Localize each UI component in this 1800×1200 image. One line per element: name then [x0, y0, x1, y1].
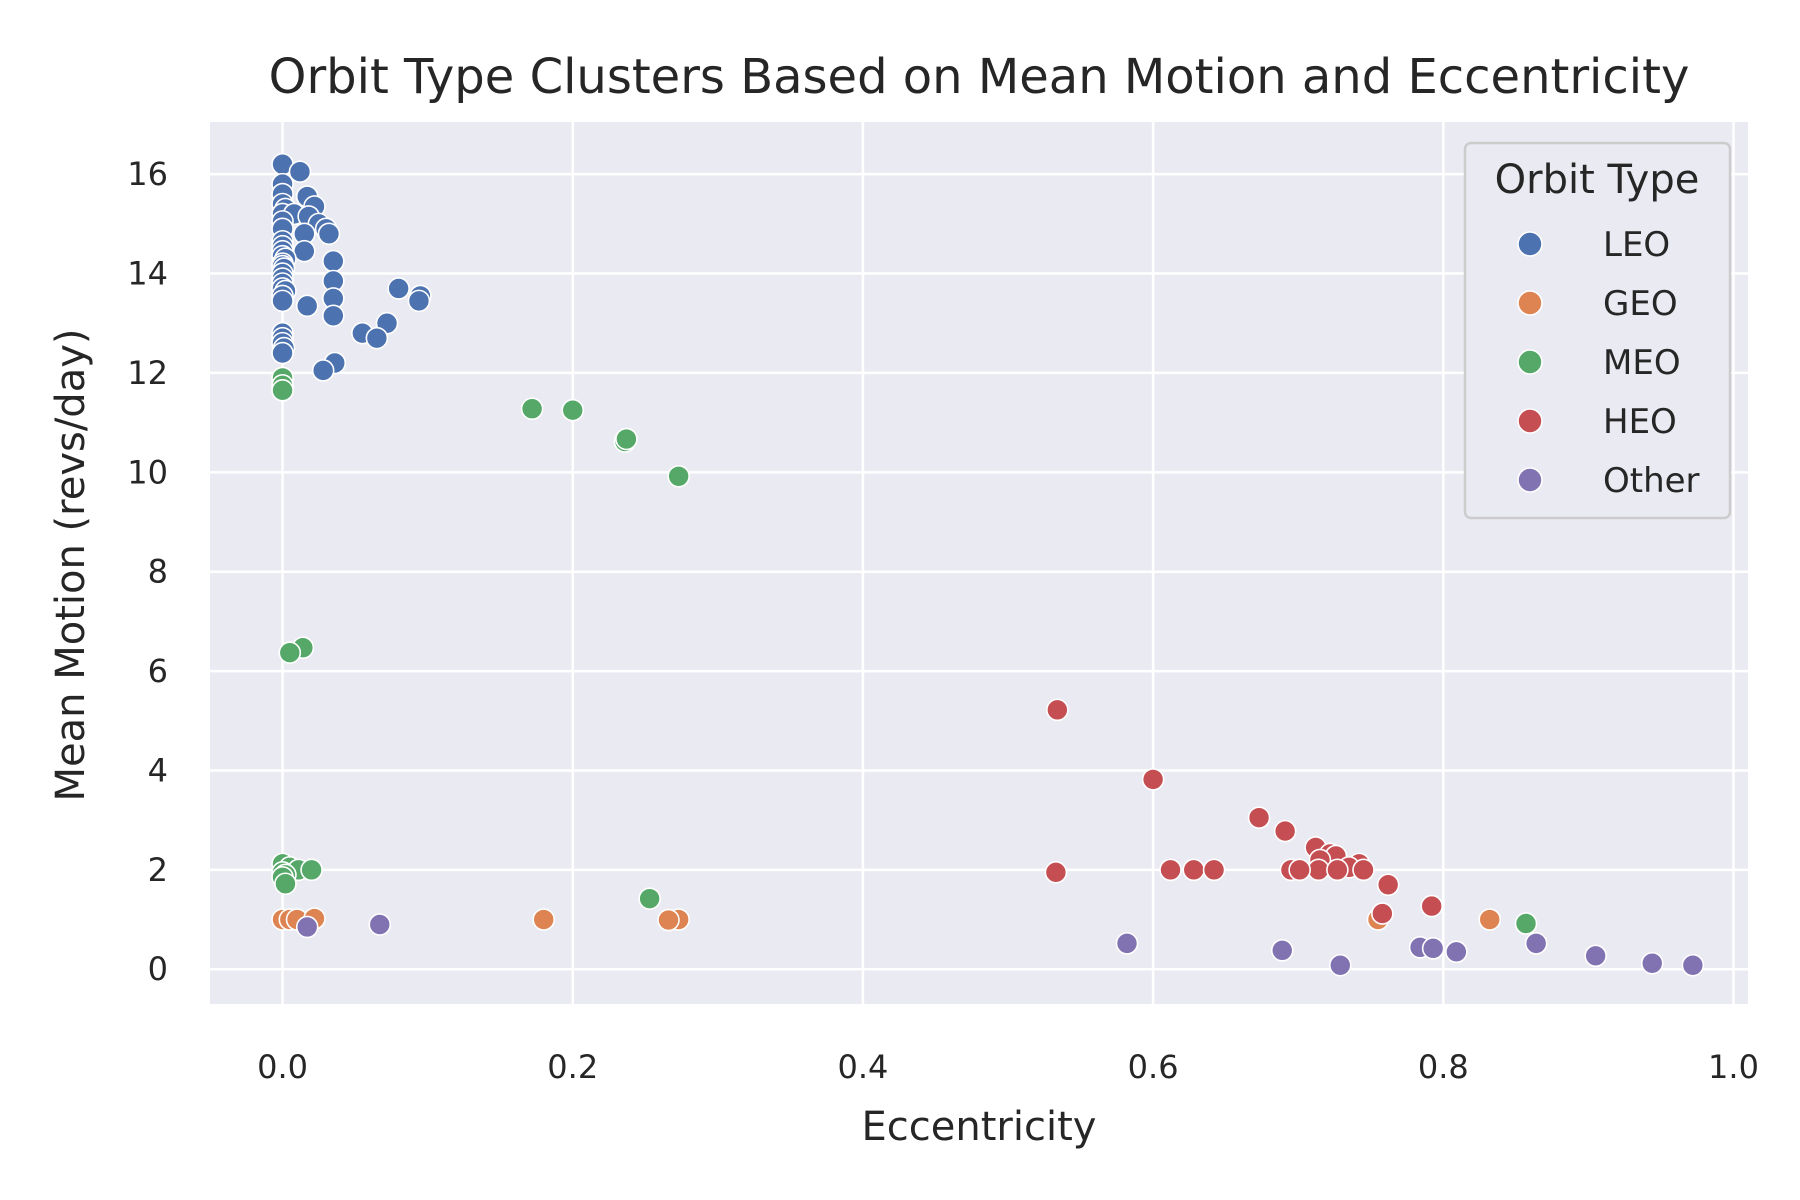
data-point-meo — [274, 872, 297, 896]
legend-marker — [1517, 467, 1543, 493]
data-point-meo — [278, 641, 302, 664]
series-meo — [271, 366, 1538, 935]
x-tick-label: 1.0 — [1708, 1048, 1759, 1086]
data-point-heo — [1326, 858, 1349, 882]
data-point-meo — [667, 464, 690, 488]
legend-label: GEO — [1603, 284, 1678, 324]
legend-marker — [1517, 290, 1543, 316]
y-tick-label: 4 — [148, 751, 168, 789]
data-point-heo — [1046, 698, 1069, 722]
data-point-heo — [1371, 902, 1394, 925]
data-point-heo — [1202, 858, 1226, 882]
data-point-other — [1640, 951, 1664, 975]
series-leo — [271, 152, 432, 382]
y-tick-label: 8 — [148, 553, 168, 591]
data-point-heo — [1420, 894, 1443, 918]
data-point-leo — [387, 277, 410, 300]
legend-label: LEO — [1603, 225, 1670, 265]
x-tick-label: 0.6 — [1128, 1048, 1179, 1086]
data-point-leo — [322, 249, 345, 273]
data-point-leo — [271, 341, 294, 365]
y-tick-label: 0 — [148, 950, 168, 988]
data-point-meo — [561, 398, 585, 422]
data-point-other — [1421, 937, 1445, 960]
x-tick-label: 0.0 — [257, 1048, 308, 1086]
data-point-heo — [1141, 768, 1165, 791]
grid-lines — [210, 122, 1748, 1004]
data-point-other — [368, 913, 392, 936]
data-point-leo — [311, 359, 335, 382]
chart-title: Orbit Type Clusters Based on Mean Motion… — [269, 49, 1690, 105]
data-point-leo — [295, 294, 319, 318]
data-point-meo — [1514, 912, 1538, 935]
y-tick-label: 2 — [148, 851, 168, 889]
data-point-meo — [615, 427, 638, 451]
data-point-leo — [317, 222, 341, 246]
data-point-leo — [365, 326, 389, 350]
data-point-heo — [1182, 858, 1206, 882]
data-point-other — [1524, 932, 1548, 955]
data-point-meo — [300, 858, 323, 882]
y-axis-ticks: 0 2 4 6 8 10 12 14 16 — [127, 155, 168, 988]
y-tick-label: 14 — [127, 255, 168, 293]
data-point-meo — [271, 379, 294, 402]
x-tick-label: 0.2 — [547, 1048, 598, 1086]
data-points — [271, 152, 1705, 977]
data-point-geo — [532, 908, 556, 931]
data-point-heo — [1288, 858, 1311, 882]
data-point-leo — [407, 289, 431, 313]
data-point-leo — [293, 239, 316, 263]
x-axis-ticks: 0.0 0.2 0.4 0.6 0.8 1.0 — [257, 1048, 1759, 1086]
x-tick-label: 0.8 — [1418, 1048, 1469, 1086]
y-tick-label: 10 — [127, 453, 168, 491]
legend-marker — [1517, 408, 1543, 434]
data-point-leo — [322, 304, 345, 328]
y-tick-label: 12 — [127, 354, 168, 392]
y-tick-label: 6 — [148, 652, 168, 690]
data-point-other — [1328, 953, 1352, 977]
data-point-leo — [271, 289, 294, 313]
legend-label: Other — [1603, 461, 1700, 501]
data-point-heo — [1376, 873, 1400, 897]
data-point-heo — [1159, 858, 1182, 882]
legend-marker — [1517, 349, 1543, 375]
data-point-other — [1445, 940, 1468, 964]
data-point-other — [295, 915, 319, 939]
data-point-heo — [1044, 861, 1068, 884]
series-heo — [1044, 698, 1443, 925]
legend: Orbit Type LEO GEO MEO HEO Other — [1463, 141, 1732, 520]
data-point-meo — [520, 397, 544, 421]
data-point-meo — [638, 887, 661, 910]
data-point-other — [1584, 944, 1607, 968]
legend-label: HEO — [1603, 402, 1677, 442]
legend-marker — [1517, 231, 1543, 257]
y-axis-label: Mean Motion (revs/day) — [48, 329, 94, 802]
data-point-heo — [1352, 858, 1375, 882]
series-other — [295, 913, 1705, 977]
data-point-geo — [1478, 908, 1502, 931]
legend-items: LEO GEO MEO HEO Other — [1517, 225, 1700, 501]
data-point-heo — [1307, 858, 1330, 882]
data-point-heo — [1273, 819, 1297, 843]
x-tick-label: 0.4 — [837, 1048, 888, 1086]
data-point-heo — [1247, 806, 1271, 829]
x-axis-label: Eccentricity — [862, 1104, 1097, 1150]
data-point-other — [1115, 932, 1139, 955]
legend-title: Orbit Type — [1495, 157, 1700, 203]
legend-label: MEO — [1603, 343, 1681, 383]
data-point-leo — [288, 160, 312, 183]
y-tick-label: 16 — [127, 155, 168, 193]
data-point-other — [1681, 953, 1705, 977]
data-point-other — [1270, 939, 1294, 962]
data-point-geo — [657, 908, 680, 932]
